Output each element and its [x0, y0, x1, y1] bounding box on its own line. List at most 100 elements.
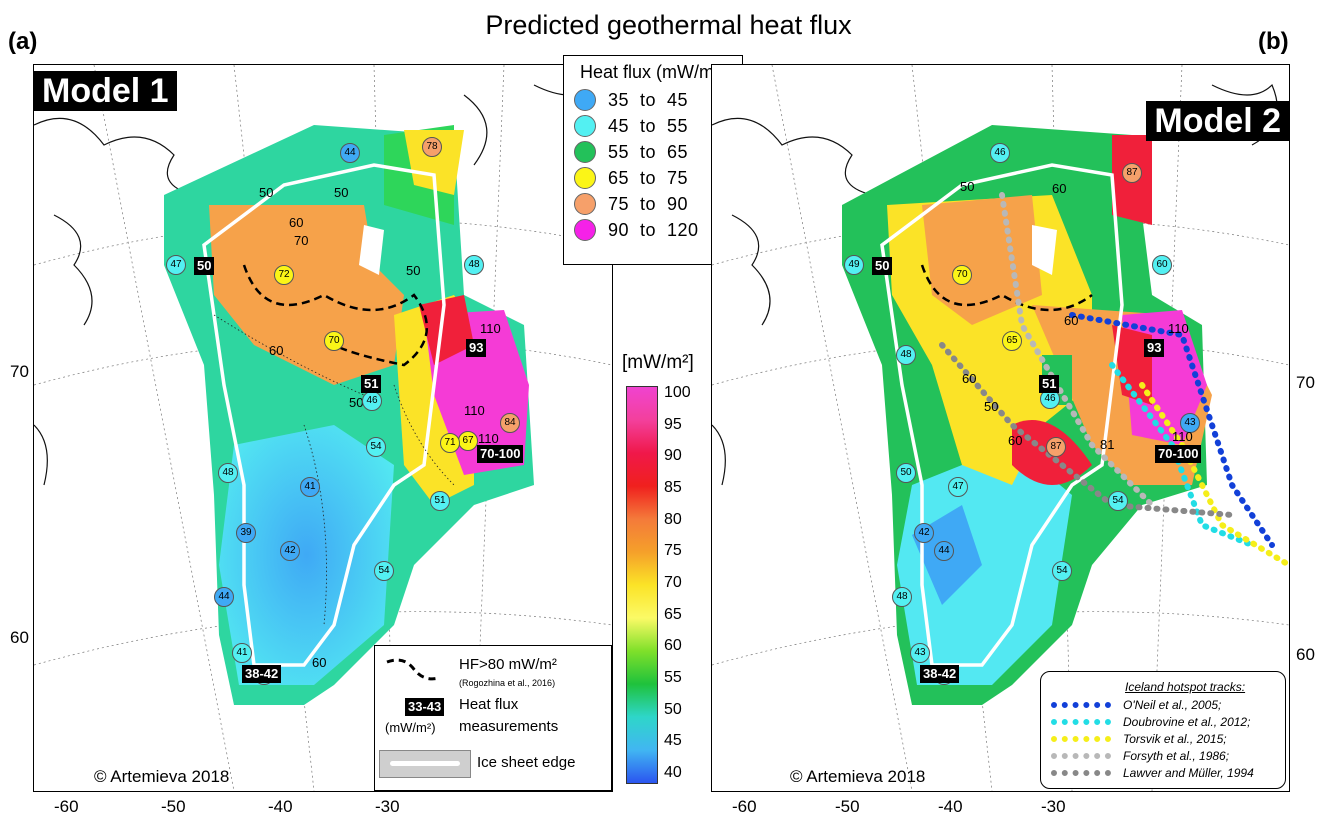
site-marker: 84: [500, 413, 520, 433]
map-panel-model-1: 50 50 60 70 60 50 50 60 44 78 47 48 72 7…: [33, 64, 613, 792]
isolines: [213, 314, 455, 626]
site-marker: 44: [340, 143, 360, 163]
isoline-label: 60: [269, 343, 284, 358]
model-label-1: Model 1: [34, 71, 177, 111]
site-marker: 47: [948, 477, 968, 497]
field-red: [419, 295, 474, 365]
colorbar-tick-label: 75: [664, 542, 682, 560]
site-marker: 48: [896, 345, 916, 365]
isoline-label: 60: [962, 371, 977, 386]
hotspot-track-swatch: [1051, 718, 1111, 725]
hf-label: HF>80 mW/m²: [459, 656, 557, 673]
colorbar-tick-label: 100: [664, 384, 691, 401]
x-tick-label: -50: [161, 797, 186, 816]
field-cyan: [897, 445, 1072, 685]
model1-legend: HF>80 mW/m² (Rogozhina et al., 2016) 33-…: [374, 645, 612, 791]
hotspot-track-row: Doubrovine et al., 2012;: [1051, 713, 1285, 730]
measurements-label: measurements: [459, 718, 559, 735]
isoline-label: 70: [294, 233, 309, 248]
site-marker: 87: [1046, 437, 1066, 457]
measurement-label: 51: [361, 375, 382, 393]
site-marker: 44: [214, 587, 234, 607]
data-gap: [359, 225, 384, 275]
x-tick-label: -60: [732, 797, 757, 816]
heat-legend-row: 75 to 90: [574, 191, 742, 217]
site-marker: 49: [844, 255, 864, 275]
isoline-label: 50: [334, 185, 349, 200]
colorbar-tick-label: 50: [664, 700, 682, 718]
hotspot-track-row: Forsyth et al., 1986;: [1051, 747, 1285, 764]
heat-class-range: 35 to 45: [608, 89, 689, 110]
heat-legend-rows: 35 to 45 45 to 55 55 to 65 65 to 75 75 to 90…: [564, 87, 742, 243]
model-label-2: Model 2: [1146, 101, 1289, 141]
colorbar-tick-label: 45: [664, 732, 682, 750]
heat-class-range: 65 to 75: [608, 167, 689, 188]
site-marker: 46: [1040, 389, 1060, 409]
ice-edge-label: Ice sheet edge: [477, 754, 576, 771]
site-marker: 54: [1052, 561, 1072, 581]
lat-tick-70-a: 70: [10, 362, 29, 381]
measurement-label: 93: [1144, 339, 1165, 357]
lat-tick-60-a: 60: [10, 628, 29, 647]
site-marker: 70: [324, 331, 344, 351]
site-marker: 39: [236, 523, 256, 543]
hotspot-track-row: Lawver and Müller, 1994: [1051, 764, 1285, 781]
site-marker: 48: [218, 463, 238, 483]
measurement-label: 70-100: [477, 445, 524, 463]
site-marker: 42: [914, 523, 934, 543]
data-gap: [1032, 225, 1057, 275]
isoline-label: 110: [478, 431, 499, 446]
site-marker: 46: [362, 391, 382, 411]
heat-legend-row: 35 to 45: [574, 87, 742, 113]
hotspot-legend-title: Iceland hotspot tracks:: [1125, 680, 1246, 694]
measurement-label: 93: [466, 339, 487, 357]
isoline-label: 50: [406, 263, 421, 278]
x-tick-label: -50: [835, 797, 860, 816]
isoline-label: 60: [1052, 181, 1067, 196]
site-marker: 48: [892, 587, 912, 607]
site-marker: 65: [1002, 331, 1022, 351]
heat-legend-title: Heat flux (mW/m²): [580, 62, 726, 82]
colorbar-title: [mW/m²]: [622, 352, 694, 373]
hotspot-track-label: O'Neil et al., 2005;: [1123, 697, 1222, 712]
copyright-a: © Artemieva 2018: [94, 767, 230, 786]
colorbar-tick-label: 65: [664, 605, 682, 623]
heat-flux-label: Heat flux: [459, 696, 519, 713]
hotspot-track-swatch: [1051, 752, 1111, 759]
hotspot-track-oneil: [1069, 312, 1275, 548]
isoline-label: 110: [464, 403, 485, 418]
measurement-label: 38-42: [242, 665, 282, 683]
site-marker: 44: [934, 541, 954, 561]
colorbar-tick-label: 80: [664, 510, 682, 528]
colorbar-tick-label: 55: [664, 669, 682, 686]
field-orange: [922, 195, 1042, 325]
panel-letter-a: (a): [8, 28, 38, 55]
site-marker: 41: [300, 477, 320, 497]
isoline-label: 50: [259, 185, 274, 200]
x-tick-label: -30: [1041, 797, 1066, 816]
heat-class-swatch: [574, 89, 596, 111]
site-marker: 87: [1122, 163, 1142, 183]
lat-tick-60-b: 60: [1296, 645, 1315, 664]
hotspot-track-doubrovine: [1109, 362, 1255, 548]
hf-reference: (Rogozhina et al., 2016): [459, 678, 556, 688]
site-marker: 41: [232, 643, 252, 663]
isoline-label: 81: [1100, 437, 1115, 452]
site-marker: 54: [374, 561, 394, 581]
site-marker: 48: [464, 255, 484, 275]
copyright-b: © Artemieva 2018: [790, 767, 926, 786]
hotspot-track-swatch: [1051, 701, 1111, 708]
figure-title: Predicted geothermal heat flux: [485, 10, 852, 40]
x-tick-label: -60: [54, 797, 79, 816]
measurement-unit: (mW/m²): [385, 720, 436, 735]
heat-class-range: 75 to 90: [608, 193, 689, 214]
measurement-label: 51: [1039, 375, 1060, 393]
isoline-label: 50: [960, 179, 975, 194]
hotspot-track-torsvik: [1139, 382, 1289, 568]
site-marker: 67: [458, 431, 478, 451]
x-tick-label: -40: [268, 797, 293, 816]
heat-class-swatch: [574, 167, 596, 189]
heat-legend-row: 65 to 75: [574, 165, 742, 191]
hotspot-legend-rows: O'Neil et al., 2005; Doubrovine et al., 2…: [1051, 696, 1285, 781]
isoline-label: 110: [1168, 321, 1189, 336]
